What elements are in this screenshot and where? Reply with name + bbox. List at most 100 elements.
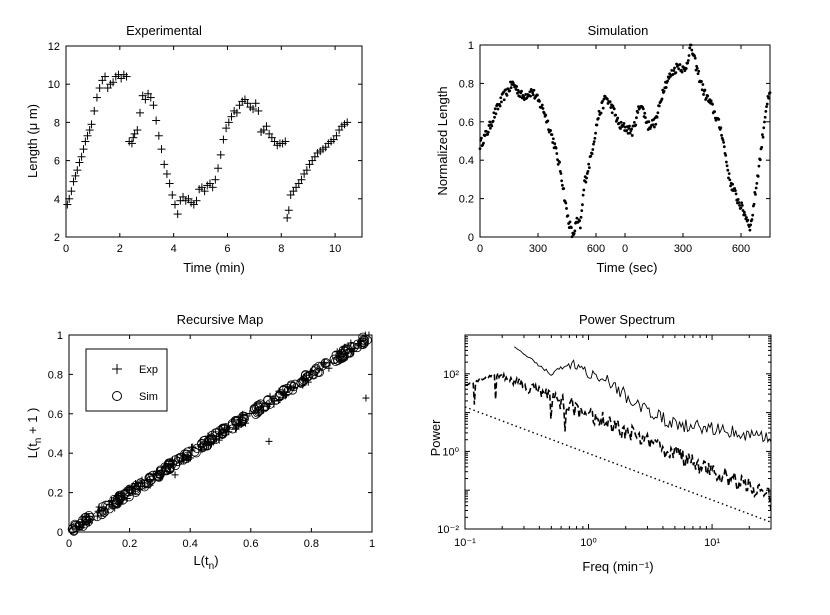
data-point <box>686 61 690 65</box>
data-point <box>496 107 500 111</box>
exp-point <box>337 353 345 361</box>
data-point <box>593 136 597 140</box>
data-point <box>168 190 177 199</box>
data-point <box>666 79 669 83</box>
data-point <box>601 106 605 110</box>
recursive-map-title: Recursive Map <box>177 312 264 327</box>
exp-point <box>266 392 274 400</box>
exp-point <box>212 435 220 443</box>
exp-point <box>114 491 122 499</box>
data-point <box>748 228 752 232</box>
data-point <box>569 226 573 229</box>
exp-point <box>225 428 233 436</box>
recursive-map-marks <box>67 331 373 536</box>
exp-point <box>239 412 247 420</box>
data-point <box>729 184 732 188</box>
data-point <box>628 131 632 135</box>
experimental-ytick-label: 10 <box>48 79 60 91</box>
data-point <box>737 201 741 204</box>
experimental-ytick-label: 8 <box>54 117 60 129</box>
recursive-map-axes-box <box>68 334 373 533</box>
exp-point <box>362 394 370 402</box>
exp-point <box>260 406 268 414</box>
data-point <box>719 126 723 130</box>
data-point <box>75 158 84 167</box>
experimental-xtick-label: 8 <box>278 243 284 255</box>
experimental-xtick-label: 0 <box>63 243 69 255</box>
data-point <box>555 152 559 155</box>
data-point <box>677 67 681 71</box>
exp-point <box>325 364 333 372</box>
data-point <box>727 176 730 180</box>
exp-point <box>107 497 115 505</box>
data-point <box>92 93 101 102</box>
data-point <box>751 213 755 217</box>
data-point <box>678 63 682 66</box>
data-point <box>589 154 593 158</box>
exp-point <box>340 343 348 351</box>
data-point <box>488 126 492 130</box>
data-point <box>532 88 536 92</box>
exp-point <box>270 397 278 405</box>
experimental-ytick-label: 12 <box>48 41 60 53</box>
data-point <box>653 125 656 129</box>
data-point <box>572 232 576 236</box>
data-point <box>612 107 616 111</box>
exp-point <box>118 496 126 504</box>
data-point <box>493 115 496 119</box>
experimental-xtick-label: 4 <box>171 243 177 255</box>
series-dashed <box>465 370 771 512</box>
data-point <box>522 95 526 98</box>
data-point <box>502 98 506 102</box>
data-point <box>717 118 721 121</box>
data-point <box>745 216 748 219</box>
data-point <box>254 106 263 115</box>
data-point <box>684 67 688 70</box>
data-point <box>634 123 638 127</box>
exp-point <box>276 396 284 404</box>
data-point <box>690 48 694 52</box>
data-point <box>579 215 583 219</box>
power-spectrum-xtick-label: 10⁻¹ <box>454 537 476 549</box>
data-point <box>87 120 96 129</box>
sim-point <box>314 367 324 378</box>
data-point <box>664 86 668 89</box>
exp-point <box>302 371 310 379</box>
simulation-xtick-label: 0 <box>477 243 483 255</box>
experimental-ytick-label: 6 <box>54 156 60 168</box>
data-point <box>610 111 614 115</box>
exp-point <box>304 378 312 386</box>
exp-point <box>166 457 174 465</box>
data-point <box>165 179 174 188</box>
data-point <box>479 136 483 140</box>
simulation-panel: Simulation 0 300 600 0 300 600 0 0.2 0.4 0.6 0.8 1… <box>435 23 772 275</box>
data-point <box>758 158 762 162</box>
data-point <box>343 118 352 127</box>
exp-point <box>220 425 228 433</box>
data-point <box>67 187 76 196</box>
data-point <box>587 166 591 170</box>
data-point <box>490 124 494 128</box>
data-point <box>499 96 503 100</box>
data-point <box>731 182 735 186</box>
data-point <box>595 123 599 127</box>
simulation-xtick-label: 0 <box>622 243 628 255</box>
data-point <box>585 172 589 175</box>
exp-point <box>301 377 309 385</box>
data-point <box>602 97 606 101</box>
exp-point <box>282 391 290 399</box>
simulation-ytick-label: 0.4 <box>459 155 474 167</box>
data-point <box>734 192 738 196</box>
sim-point <box>69 525 79 536</box>
data-point <box>630 134 634 137</box>
data-point <box>673 66 676 70</box>
data-point <box>743 213 747 217</box>
data-point <box>702 93 705 96</box>
data-point <box>192 196 201 205</box>
exp-point <box>180 454 188 462</box>
exp-point <box>157 471 165 479</box>
recursive-map-ylabel: L(tn + 1 ) <box>25 408 44 459</box>
exp-point <box>95 503 103 511</box>
data-point <box>504 88 508 92</box>
